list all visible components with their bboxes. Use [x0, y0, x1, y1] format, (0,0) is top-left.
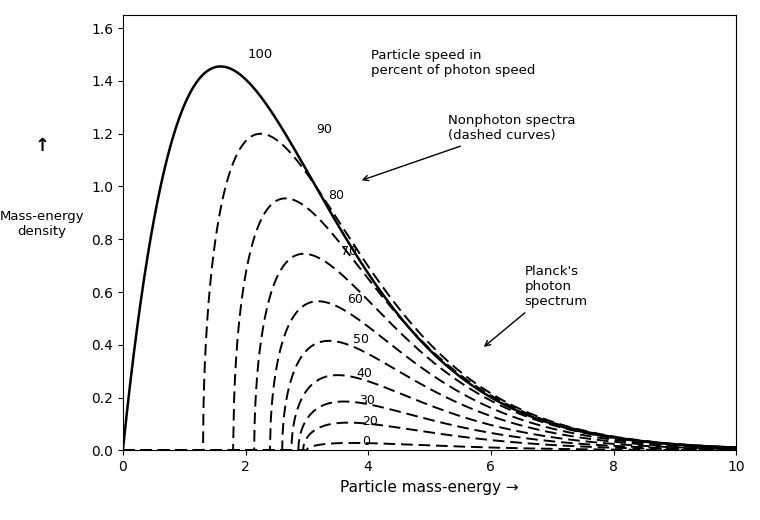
Text: Planck's
photon
spectrum: Planck's photon spectrum — [485, 265, 587, 346]
Text: 80: 80 — [328, 189, 344, 202]
Text: 40: 40 — [356, 367, 372, 380]
X-axis label: Particle mass-energy →: Particle mass-energy → — [340, 479, 519, 495]
Text: 90: 90 — [316, 123, 332, 136]
Text: Particle speed in
percent of photon speed: Particle speed in percent of photon spee… — [371, 49, 536, 77]
Text: 50: 50 — [353, 333, 369, 346]
Text: 60: 60 — [347, 293, 363, 306]
Text: 100: 100 — [248, 48, 273, 61]
Text: ↑: ↑ — [34, 137, 49, 154]
Text: 20: 20 — [362, 415, 378, 428]
Text: Mass-energy
density: Mass-energy density — [0, 210, 84, 238]
Text: 70: 70 — [340, 244, 356, 257]
Text: 0: 0 — [362, 435, 370, 448]
Text: Nonphoton spectra
(dashed curves): Nonphoton spectra (dashed curves) — [363, 114, 575, 180]
Text: 30: 30 — [359, 394, 375, 407]
